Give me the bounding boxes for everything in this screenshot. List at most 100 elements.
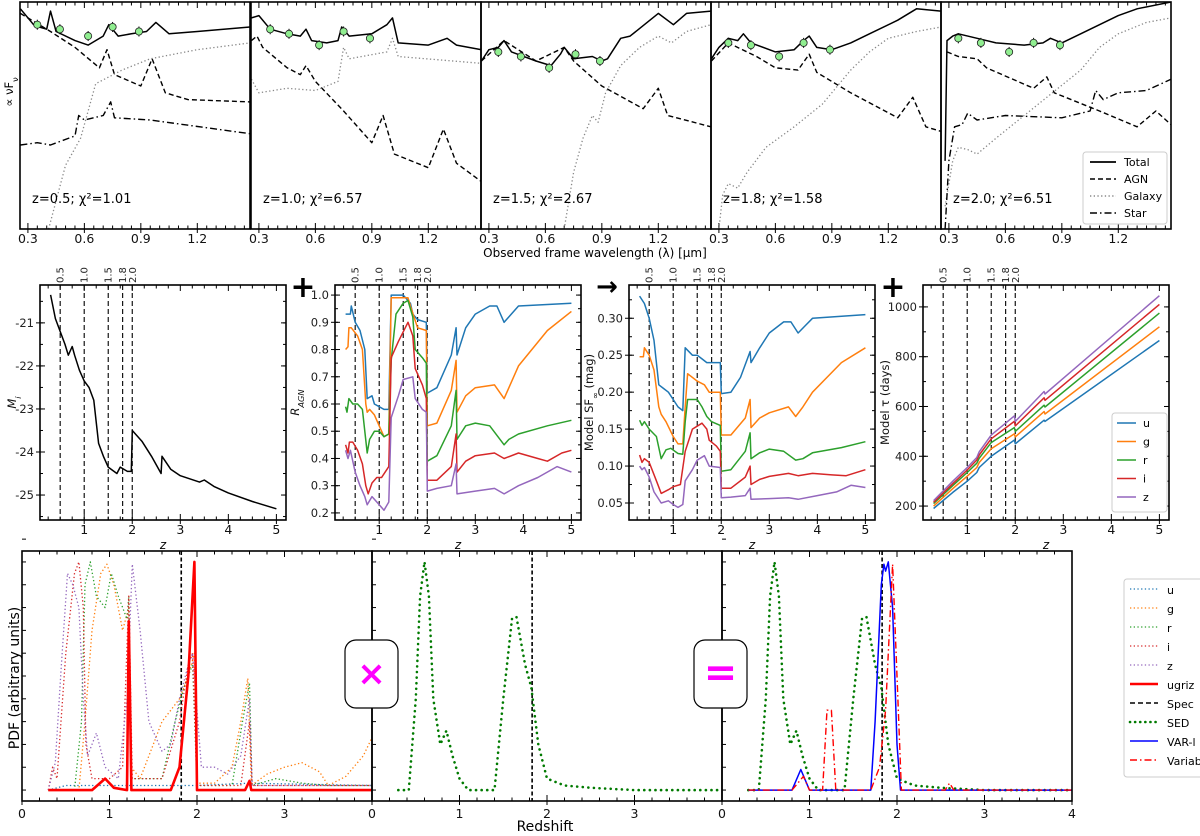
- y-tick-label: 0.8: [311, 343, 329, 357]
- photometry-point: [84, 32, 93, 41]
- x-tick-label: 4: [224, 522, 232, 537]
- photometry-point: [33, 20, 42, 29]
- legend-label: r: [1167, 622, 1172, 635]
- arrow-operator: →: [596, 272, 618, 302]
- series-group: [49, 294, 277, 510]
- top-panel-5: 0.3 0.6 0.9 1.2 z=2.0; χ²=6.51: [939, 1, 1172, 246]
- y-tick-label: -22: [15, 359, 34, 373]
- y-tick-label: 1000: [888, 300, 917, 314]
- x-tick-label: 5: [567, 522, 575, 537]
- series-line-line: [49, 294, 277, 510]
- y-tick-label: 0.25: [597, 348, 623, 362]
- x-tick-label: 4: [813, 522, 821, 537]
- operator-box: [693, 639, 748, 709]
- x-tick-label: 3: [471, 522, 479, 537]
- photometry-point: [571, 50, 580, 59]
- y-tick-label: -21: [15, 316, 34, 330]
- series-agn-line: [20, 12, 250, 103]
- x-tick-label: 1: [806, 806, 814, 821]
- legend-label: SED: [1167, 717, 1189, 730]
- x-tick-label: 2: [543, 806, 551, 821]
- multiply-operator: ×: [344, 639, 399, 709]
- x-tick-label: 1: [456, 806, 464, 821]
- photometry-point: [746, 41, 755, 50]
- series-z-line: [47, 563, 372, 791]
- x-tick-label: 2: [1011, 522, 1019, 537]
- y-tick-label: 200: [895, 499, 917, 513]
- x-tick-label: 5: [1155, 522, 1163, 537]
- top-y-axis-label-part: ∝ νF: [2, 82, 16, 107]
- x-tick-label: 3: [765, 522, 773, 537]
- series-agn-line: [251, 35, 481, 182]
- series-u-line: [933, 339, 1160, 510]
- x-tick-label: 3: [631, 806, 639, 821]
- y-tick-label: 0.5: [311, 424, 329, 438]
- legend-box: [1082, 151, 1168, 225]
- x-tick-label: 1: [106, 806, 114, 821]
- x-tick-label: 4: [1068, 806, 1076, 821]
- series-sed-line: [747, 560, 1072, 792]
- z-marker-label: 0.5: [56, 267, 67, 283]
- x-tick-label: 0.6: [305, 231, 325, 246]
- legend-label: i: [1167, 641, 1170, 654]
- x-tick-label: 0.9: [822, 231, 842, 246]
- z-marker-label: 1.0: [375, 267, 386, 283]
- series-r-line: [933, 312, 1160, 505]
- y-tick-label: 0.9: [311, 315, 329, 329]
- series-g-line: [933, 326, 1160, 507]
- series-z-line: [933, 295, 1160, 502]
- series-group: [47, 560, 372, 792]
- series-group: [747, 560, 1072, 792]
- series-agn-line: [711, 42, 941, 133]
- z-marker-label: 1.8: [707, 267, 718, 283]
- z-marker-label: 1.5: [104, 267, 115, 283]
- photometry-point: [1005, 47, 1014, 56]
- panel-frame: [940, 1, 1172, 230]
- operator-symbol: ×: [357, 654, 386, 694]
- legend-label: u: [1143, 417, 1150, 430]
- fit-annotation: z=2.0; χ²=6.51: [953, 192, 1052, 207]
- x-axis-label: z: [748, 538, 756, 552]
- z-marker-label: 1.8: [413, 267, 424, 283]
- x-tick-label: 0.6: [535, 231, 555, 246]
- y-tick-label: 0.3: [311, 479, 329, 493]
- y-tick-label: 0.10: [597, 459, 623, 473]
- photometry-point: [976, 38, 985, 47]
- legend-label: AGN: [1124, 173, 1148, 186]
- photometry-point: [545, 63, 554, 72]
- y-tick-label: 1.0: [311, 288, 329, 302]
- series-galaxy-line: [944, 17, 1171, 207]
- y-tick-label: 0.7: [311, 370, 329, 384]
- x-tick-label: 1.2: [1108, 231, 1128, 246]
- fit-annotation: z=1.8; χ²=1.58: [723, 192, 822, 207]
- series-agn-line: [481, 39, 711, 128]
- fit-annotation: z=0.5; χ²=1.01: [32, 192, 131, 207]
- y-axis-label-part: i: [13, 396, 23, 399]
- series-group: [20, 8, 250, 229]
- bottom-panel-11: 0 1 2 3: [368, 538, 723, 821]
- legend-label: Variab: [1167, 755, 1200, 768]
- plus-operator: +: [290, 270, 315, 305]
- series-g-line: [48, 563, 372, 791]
- legend-label: g: [1143, 436, 1150, 449]
- z-marker-label: 0.5: [645, 267, 656, 283]
- series-z-line: [344, 376, 572, 511]
- x-tick-label: 2: [193, 806, 201, 821]
- series-agn-line: [946, 51, 1171, 128]
- series-total-line: [481, 10, 711, 67]
- y-axis-label-part: (mag): [582, 354, 596, 392]
- series-u-line: [345, 294, 572, 411]
- x-tick-label: 2: [893, 806, 901, 821]
- x-tick-label: 0.3: [709, 231, 729, 246]
- series-group: [638, 295, 866, 509]
- y-axis-label: Model SF∞ (mag): [582, 354, 600, 451]
- x-tick-label: 1: [963, 522, 971, 537]
- x-tick-label: 0: [18, 806, 26, 821]
- x-tick-label: 0.6: [74, 231, 94, 246]
- z-marker-label: 1.8: [118, 267, 129, 283]
- legend-label: ugriz: [1167, 679, 1195, 692]
- y-tick-label: -24: [15, 445, 34, 459]
- x-tick-label: 5: [861, 522, 869, 537]
- y-tick-label: -23: [15, 402, 34, 416]
